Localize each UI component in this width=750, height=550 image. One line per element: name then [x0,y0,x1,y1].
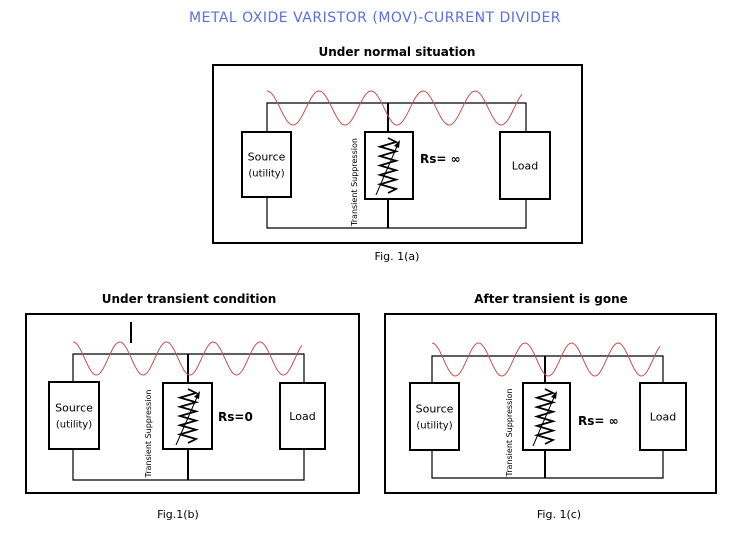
rs-value: Rs= ∞ [578,414,619,428]
rs-value: Rs=0 [218,410,253,424]
mov-box [162,382,213,450]
mov-box [522,382,571,451]
panel-frame [212,64,583,244]
variable-arrow-line [175,394,199,446]
source-box [48,381,100,450]
load-label: Load [650,411,676,424]
load-label: Load [512,160,538,173]
arrow-head-icon [394,140,400,148]
panel-heading: Under transient condition [102,292,277,306]
transient-suppression-label: Transient Suppression [144,390,153,479]
current-wave [431,342,661,377]
source-sublabel: (utility) [56,420,92,431]
varistor-symbol [176,388,200,444]
diagram-title: METAL OXIDE VARISTOR (MOV)-CURRENT DIVID… [188,10,562,26]
source-label: Source [248,151,286,164]
panel-frame [384,313,717,494]
transient-suppression-label: Transient Suppression [505,389,514,478]
variable-arrow-line [532,394,556,447]
current-wave [266,90,523,126]
variable-arrow-line [375,143,399,196]
bottom-wire [431,450,664,479]
current-wave [72,341,303,376]
panel-a: Under normal situation Source (utility) Loa… [212,45,583,263]
rs-value: Rs= ∞ [420,152,461,166]
bottom-wire [266,197,527,229]
load-box [499,131,551,200]
transient-suppression-label: Transient Suppression [350,138,359,227]
source-label: Source [55,402,93,415]
load-box [639,382,687,451]
source-label: Source [416,403,454,416]
top-wire [431,355,664,383]
source-box [409,382,460,451]
load-box [279,382,326,450]
panel-frame [25,313,360,494]
varistor-symbol [533,388,557,445]
figure-caption: Fig.1(b) [157,508,199,521]
panel-b: Under transient condition Source (utility)… [25,292,360,521]
source-box [241,131,292,198]
top-wire [266,102,527,132]
arrow-head-icon [194,391,200,399]
varistor-symbol [376,137,400,194]
arrow-head-icon [551,391,557,399]
panel-c: After transient is gone Source (utility) Lo… [384,292,717,521]
panel-heading: After transient is gone [474,292,628,306]
panel-heading: Under normal situation [319,45,476,59]
source-sublabel: (utility) [416,421,452,432]
load-label: Load [289,410,315,423]
figure-caption: Fig. 1(c) [537,508,581,521]
figure-caption: Fig. 1(a) [375,250,420,263]
source-sublabel: (utility) [248,169,284,180]
